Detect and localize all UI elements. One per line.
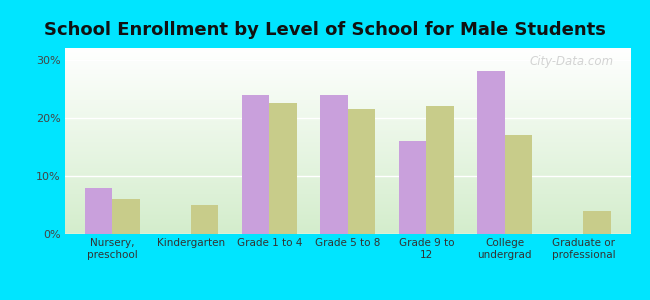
Bar bbox=[426, 106, 454, 234]
Bar bbox=[399, 141, 426, 234]
Bar bbox=[348, 109, 375, 234]
Text: City-Data.com: City-Data.com bbox=[529, 56, 614, 68]
Bar bbox=[242, 94, 269, 234]
Bar bbox=[84, 188, 112, 234]
Bar bbox=[505, 135, 532, 234]
Bar bbox=[190, 205, 218, 234]
Bar bbox=[320, 94, 348, 234]
Bar bbox=[477, 71, 505, 234]
Bar bbox=[112, 199, 140, 234]
Bar bbox=[269, 103, 296, 234]
Bar bbox=[584, 211, 611, 234]
Text: School Enrollment by Level of School for Male Students: School Enrollment by Level of School for… bbox=[44, 21, 606, 39]
